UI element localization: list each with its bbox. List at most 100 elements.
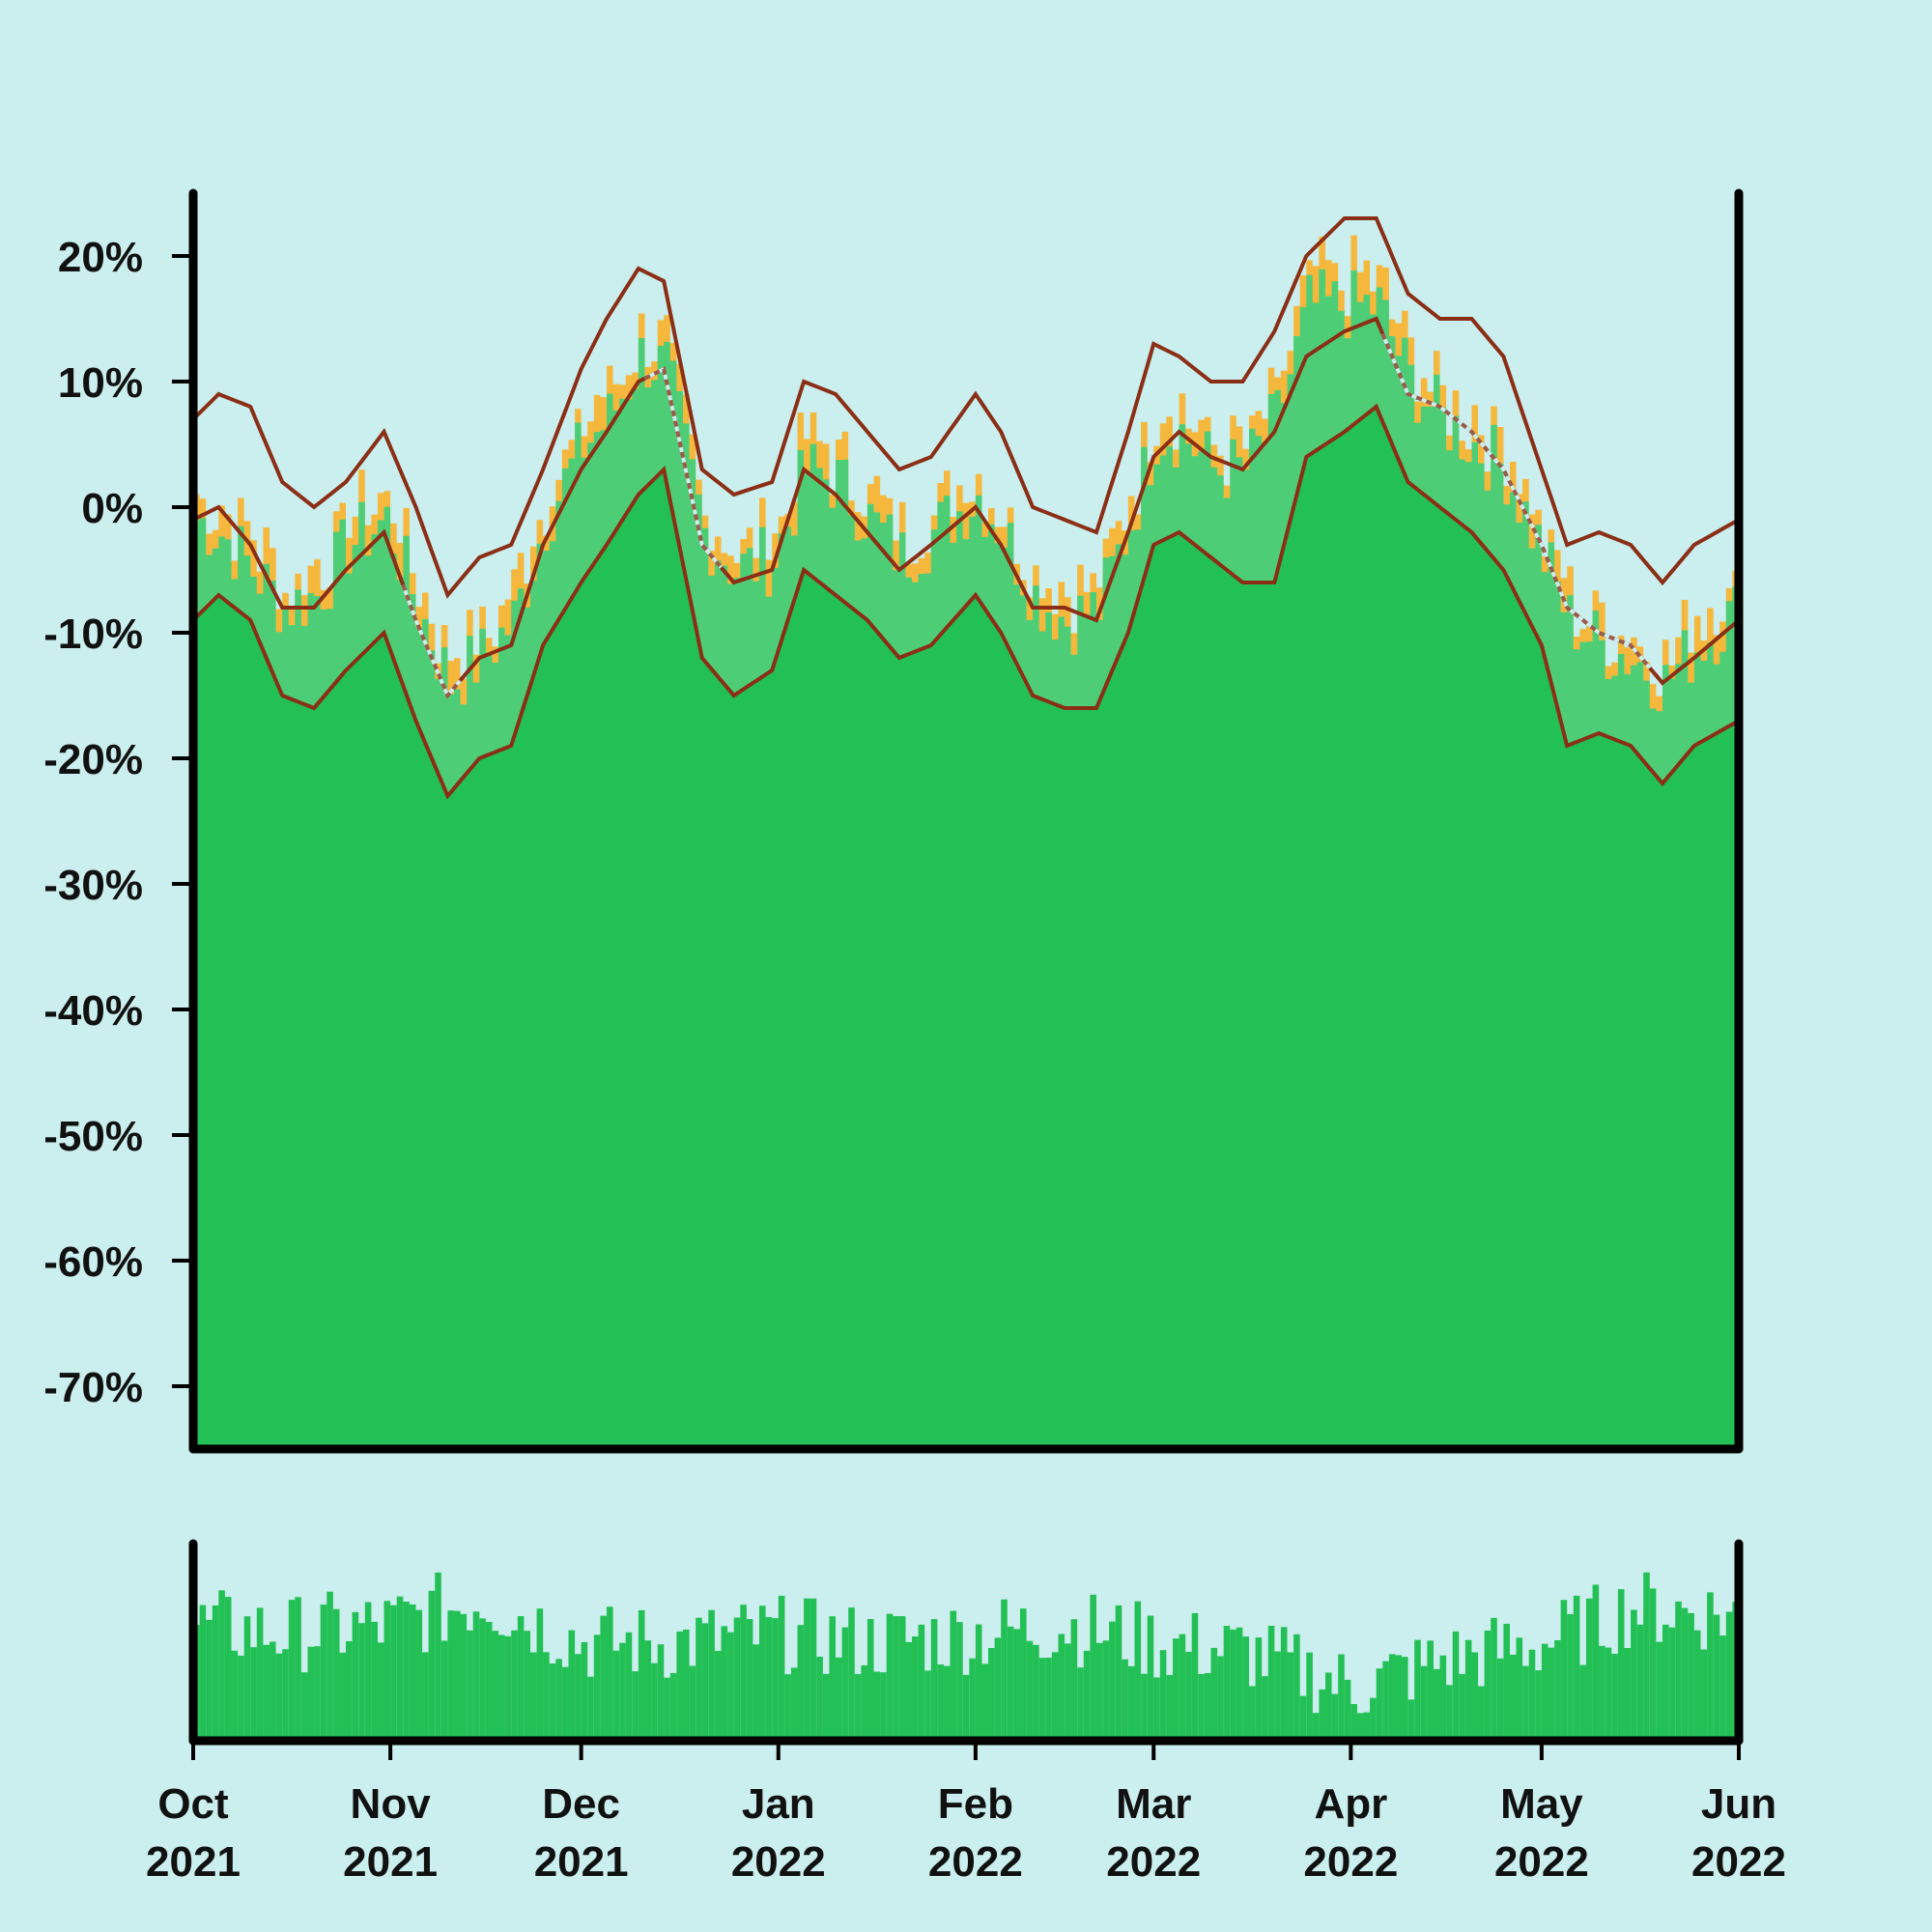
volume-bar [1267, 1626, 1275, 1741]
volume-bar [1070, 1619, 1078, 1741]
volume-bar [1242, 1636, 1249, 1741]
volume-bar [625, 1632, 633, 1741]
volume-bar [1605, 1647, 1612, 1741]
volume-bar [1725, 1611, 1733, 1741]
volume-bar [696, 1617, 702, 1741]
volume-bar [1656, 1641, 1662, 1741]
moving-average-dashed-1 [643, 366, 724, 569]
volume-bar [651, 1662, 658, 1741]
volume-bar [1668, 1627, 1676, 1741]
volume-bar [1427, 1640, 1434, 1741]
volume-bar [1688, 1612, 1694, 1741]
x-tick-year-label: 2021 [343, 1838, 438, 1886]
volume-bar [1179, 1634, 1186, 1741]
volume-bar [282, 1649, 289, 1741]
x-tick-month-label: Jan [742, 1780, 815, 1828]
volume-bar [1350, 1704, 1357, 1741]
volume-bar [1459, 1673, 1465, 1741]
volume-bar [829, 1616, 836, 1741]
volume-bar [689, 1665, 696, 1741]
volume-bar [772, 1618, 779, 1741]
x-tick-year-label: 2022 [1106, 1838, 1201, 1886]
volume-bar [924, 1670, 931, 1741]
volume-bar [199, 1605, 207, 1741]
volume-bar [1280, 1627, 1288, 1741]
volume-bar [1083, 1650, 1091, 1741]
volume-bar [1013, 1629, 1020, 1741]
volume-bar [1402, 1657, 1408, 1741]
volume-bar [721, 1626, 728, 1741]
volume-bar [581, 1641, 588, 1741]
volume-bar [364, 1602, 372, 1741]
volume-bar [1370, 1697, 1377, 1741]
x-tick-year-label: 2022 [1691, 1838, 1786, 1886]
volume-bar [683, 1629, 690, 1741]
volume-bar [1287, 1652, 1294, 1741]
volume-bar [409, 1605, 416, 1741]
volume-bar [1388, 1654, 1396, 1741]
x-tick-year-label: 2021 [146, 1838, 241, 1886]
volume-bar [435, 1572, 441, 1741]
volume-bar [543, 1652, 550, 1741]
volume-bar [1528, 1649, 1536, 1741]
volume-bar [1414, 1639, 1421, 1741]
volume-bar [1560, 1600, 1568, 1741]
volume-bar [460, 1613, 468, 1741]
volume-bar [1166, 1675, 1173, 1741]
volume-bar [1306, 1652, 1313, 1741]
volume-bar [238, 1655, 244, 1741]
volume-bar [1592, 1584, 1600, 1741]
volume-bar [415, 1609, 423, 1741]
moving-average-dashed-2 [1380, 332, 1652, 669]
volume-bar [994, 1637, 1002, 1741]
volume-bar [1051, 1652, 1059, 1741]
volume-bar [447, 1610, 454, 1741]
volume-bar [1185, 1651, 1192, 1741]
volume-bar [384, 1601, 391, 1741]
volume-bar [1567, 1613, 1574, 1741]
volume-bar [1127, 1665, 1135, 1741]
volume-bar [1478, 1686, 1485, 1741]
y-tick-label: -50% [43, 1113, 143, 1160]
volume-bar [1535, 1670, 1542, 1741]
volume-bar [1719, 1635, 1726, 1741]
volume-bar [231, 1650, 239, 1741]
volume-bar [918, 1624, 925, 1741]
volume-bar [632, 1671, 639, 1741]
volume-bar [1122, 1659, 1128, 1741]
volume-bar [905, 1641, 912, 1741]
volume-bar [1312, 1713, 1320, 1741]
volume-bar [243, 1616, 251, 1741]
volume-bar [854, 1673, 862, 1741]
volume-bar [549, 1663, 556, 1741]
volume-bar [1153, 1677, 1160, 1741]
volume-bar [1541, 1643, 1548, 1741]
volume-bar [822, 1673, 830, 1741]
volume-bar [314, 1646, 321, 1741]
x-tick-year-label: 2022 [1303, 1838, 1398, 1886]
x-axis: Oct 2021 Nov 2021 Dec 2021 Jan 2022 Feb 2022 Mar 20… [146, 1741, 1786, 1886]
volume-bar [1693, 1630, 1701, 1741]
volume-bar [873, 1671, 881, 1741]
volume-bar [1293, 1634, 1300, 1741]
volume-bar [320, 1605, 327, 1741]
volume-bar [1109, 1621, 1116, 1741]
volume-bar [644, 1640, 652, 1741]
volume-bar [1249, 1686, 1256, 1741]
volume-bar [981, 1663, 989, 1741]
volume-bar [867, 1619, 874, 1741]
volume-bar [270, 1641, 276, 1741]
volume-bar [263, 1644, 270, 1741]
volume-bar [619, 1642, 626, 1741]
volume-bar [1675, 1601, 1682, 1741]
volume-bar [1586, 1598, 1593, 1741]
y-tick-label: -70% [43, 1364, 143, 1411]
volume-bar [1033, 1644, 1039, 1741]
volume-bar [886, 1613, 894, 1741]
volume-bar [524, 1631, 530, 1741]
volume-bar [568, 1630, 576, 1741]
volume-bar [530, 1652, 537, 1741]
volume-bar [1134, 1601, 1142, 1741]
volume-bar [1026, 1640, 1034, 1741]
volume-bar [727, 1632, 734, 1741]
